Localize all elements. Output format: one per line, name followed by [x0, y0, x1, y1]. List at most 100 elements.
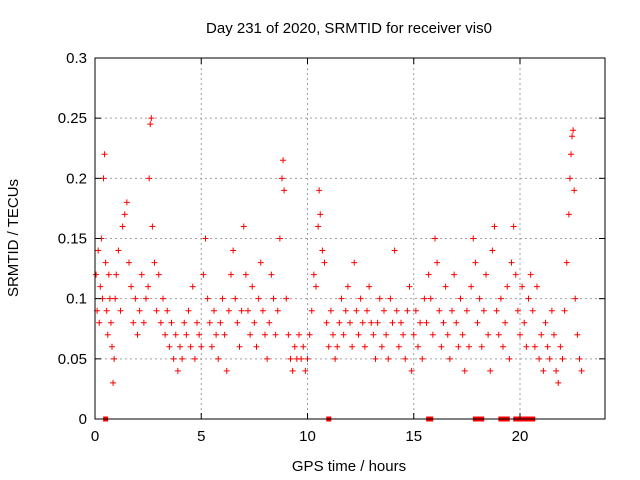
- data-point: [325, 343, 332, 350]
- data-point: [423, 319, 430, 326]
- data-point: [402, 355, 409, 362]
- data-point: [378, 343, 385, 350]
- data-point: [240, 223, 247, 230]
- x-tick-label: 15: [405, 428, 422, 445]
- data-point: [291, 343, 298, 350]
- data-point: [508, 259, 515, 266]
- data-point: [95, 247, 102, 254]
- data-point: [355, 331, 362, 338]
- data-point: [570, 127, 577, 134]
- data-point: [187, 343, 194, 350]
- data-point: [185, 307, 192, 314]
- chart-title: Day 231 of 2020, SRMTID for receiver vis…: [206, 20, 492, 37]
- data-point: [404, 307, 411, 314]
- data-point: [308, 307, 315, 314]
- data-point: [279, 175, 285, 182]
- data-point: [140, 319, 147, 326]
- data-point: [364, 307, 370, 314]
- data-point: [459, 331, 466, 338]
- data-point: [495, 331, 502, 338]
- data-point: [572, 295, 579, 302]
- data-point: [109, 343, 115, 350]
- data-point: [232, 295, 239, 302]
- data-point: [336, 319, 343, 326]
- data-point: [196, 331, 203, 338]
- data-point: [393, 307, 400, 314]
- data-point: [130, 319, 137, 326]
- data-point: [381, 307, 387, 314]
- x-tick-label: 10: [299, 428, 316, 445]
- data-point: [395, 343, 402, 350]
- data-point: [106, 295, 113, 302]
- data-point: [344, 283, 351, 290]
- data-point: [157, 319, 164, 326]
- data-point: [349, 343, 356, 350]
- data-point: [115, 247, 122, 254]
- data-point: [446, 355, 453, 362]
- data-point: [536, 355, 543, 362]
- data-point: [208, 343, 215, 350]
- data-point: [540, 367, 547, 374]
- data-point: [166, 343, 173, 350]
- data-point: [434, 259, 441, 266]
- data-point: [206, 319, 213, 326]
- data-point: [107, 319, 114, 326]
- data-point: [310, 271, 317, 278]
- data-point: [497, 295, 504, 302]
- data-point: [442, 283, 449, 290]
- y-tick-label: 0.25: [58, 110, 87, 127]
- data-point: [194, 319, 200, 326]
- x-axis-label: GPS time / hours: [292, 458, 406, 475]
- axis-ticks: 0 5 10 15 20 0 0.05 0.1 0.15 0.2 0.25 0.3: [58, 50, 605, 445]
- y-axis-label: SRMTID / TECUs: [5, 179, 22, 297]
- data-point: [215, 355, 222, 362]
- data-point: [93, 271, 100, 278]
- data-point: [247, 331, 254, 338]
- data-point: [366, 283, 373, 290]
- data-point: [521, 319, 528, 326]
- data-point: [444, 331, 451, 338]
- data-point: [542, 319, 549, 326]
- data-point: [544, 343, 551, 350]
- data-point: [323, 319, 330, 326]
- y-tick-label: 0.2: [66, 170, 87, 187]
- data-point: [264, 355, 271, 362]
- data-point: [487, 367, 494, 374]
- data-point: [101, 151, 108, 158]
- data-point: [347, 319, 353, 326]
- data-point: [500, 343, 506, 350]
- data-point: [353, 307, 360, 314]
- data-point: [104, 331, 111, 338]
- data-point: [480, 307, 487, 314]
- data-point: [97, 283, 104, 290]
- data-point: [376, 295, 383, 302]
- data-point: [368, 319, 375, 326]
- data-point: [527, 271, 534, 278]
- data-point: [164, 307, 171, 314]
- data-point: [359, 319, 366, 326]
- data-point: [128, 283, 135, 290]
- data-point: [136, 307, 143, 314]
- data-point: [302, 367, 309, 374]
- data-point: [427, 295, 434, 302]
- data-point: [474, 319, 481, 326]
- data-point: [213, 331, 220, 338]
- data-point: [189, 283, 196, 290]
- data-point: [546, 355, 553, 362]
- data-point: [153, 307, 160, 314]
- data-point: [340, 331, 347, 338]
- data-point: [415, 343, 421, 350]
- data-point: [517, 331, 523, 338]
- data-point: [276, 235, 283, 242]
- data-point: [162, 331, 169, 338]
- data-point: [253, 343, 260, 350]
- data-point: [259, 307, 266, 314]
- data-point: [102, 259, 109, 266]
- data-point: [317, 211, 324, 218]
- data-point: [112, 295, 119, 302]
- data-point: [440, 319, 447, 326]
- data-point: [230, 247, 237, 254]
- data-point: [483, 271, 489, 278]
- data-point: [372, 355, 379, 362]
